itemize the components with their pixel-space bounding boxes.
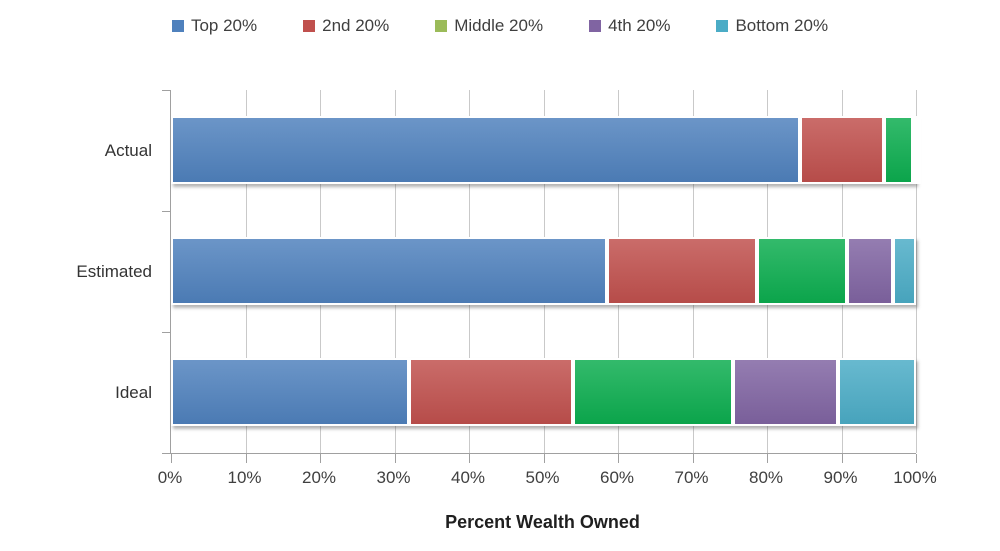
bar-segment-4th-20 <box>912 116 917 184</box>
legend-swatch-top-20 <box>171 20 184 32</box>
x-axis-tick <box>245 454 247 463</box>
category-axis-labels: Actual Estimated Ideal <box>0 90 152 453</box>
legend-swatch-bottom-20 <box>716 20 729 32</box>
bar-segment-bottom-20 <box>837 358 916 426</box>
x-axis-tick-labels: 0% 10% 20% 30% 40% 50% 60% 70% 80% 90% 100% <box>158 468 937 492</box>
bar-segment-2nd-20 <box>409 358 574 426</box>
legend-item-middle-20: Middle 20% <box>435 16 543 36</box>
bar-segment-4th-20 <box>846 237 893 305</box>
x-tick-label: 50% <box>525 468 560 487</box>
category-label-actual: Actual <box>104 140 152 160</box>
stacked-bar-actual <box>171 116 921 184</box>
x-tick-label: 20% <box>301 468 337 487</box>
legend-swatch-middle-20 <box>435 20 448 32</box>
bar-segment-middle-20 <box>757 237 847 305</box>
legend-item-top-20: Top 20% <box>171 16 258 36</box>
bar-segment-top-20 <box>171 237 607 305</box>
y-axis-tick <box>162 211 170 212</box>
bar-segment-top-20 <box>171 116 800 184</box>
bar-segment-4th-20 <box>733 358 838 426</box>
legend-label: 4th 20% <box>608 16 671 35</box>
legend-item-bottom-20: Bottom 20% <box>716 16 828 36</box>
bar-segment-2nd-20 <box>799 116 884 184</box>
x-axis-tick <box>767 454 768 463</box>
x-tick-label: 10% <box>227 468 262 487</box>
x-tick-label: 90% <box>823 468 858 487</box>
bar-segment-bottom-20 <box>916 116 921 184</box>
x-tick-label: 100% <box>893 468 937 487</box>
stacked-bar-ideal <box>171 358 916 426</box>
x-tick-label: 30% <box>376 468 411 487</box>
gridline <box>916 90 917 453</box>
legend-swatch-2nd-20 <box>303 20 316 32</box>
x-axis-tick <box>171 454 172 463</box>
legend-label: Middle 20% <box>454 16 544 35</box>
x-axis-tick <box>618 454 619 463</box>
x-axis-tick <box>916 454 917 463</box>
x-tick-label: 60% <box>599 468 635 487</box>
bar-segment-bottom-20 <box>892 237 916 305</box>
bar-segment-middle-20 <box>573 358 734 426</box>
legend-item-2nd-20: 2nd 20% <box>303 16 389 36</box>
plot-area <box>162 90 921 463</box>
legend-label: Bottom 20% <box>735 16 829 35</box>
category-label-ideal: Ideal <box>115 382 152 402</box>
chart-legend: Top 20% 2nd 20% Middle 20% 4th 20% Bottom 20… <box>0 16 1000 36</box>
x-axis-tick <box>692 454 694 463</box>
bar-segment-2nd-20 <box>606 237 758 305</box>
x-tick-label: 80% <box>748 468 784 487</box>
x-tick-label: 0% <box>157 468 183 487</box>
x-tick-label: 70% <box>674 468 709 487</box>
x-axis-tick <box>841 454 843 463</box>
y-axis-tick <box>162 332 170 333</box>
x-axis-title: Percent Wealth Owned <box>445 512 640 532</box>
legend-item-4th-20: 4th 20% <box>589 16 670 36</box>
y-axis-tick <box>162 90 170 91</box>
bar-row-ideal <box>171 332 916 453</box>
legend-label: Top 20% <box>190 16 258 35</box>
bar-segment-middle-20 <box>883 116 913 184</box>
legend-label: 2nd 20% <box>322 16 390 35</box>
bar-segment-top-20 <box>171 358 410 426</box>
x-tick-label: 40% <box>450 468 486 487</box>
x-axis-tick <box>394 454 396 463</box>
x-axis-tick <box>320 454 321 463</box>
stacked-bar-estimated <box>171 237 916 305</box>
bar-row-estimated <box>171 211 916 332</box>
y-axis-tick <box>162 453 170 454</box>
x-axis-tick <box>469 454 470 463</box>
x-axis-tick <box>543 454 545 463</box>
bar-row-actual <box>171 90 921 211</box>
category-label-estimated: Estimated <box>76 261 152 281</box>
legend-swatch-4th-20 <box>589 20 602 32</box>
